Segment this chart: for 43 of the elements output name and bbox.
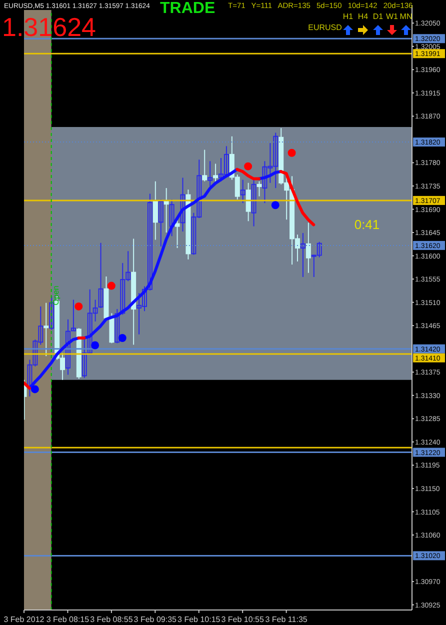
candlestick — [256, 180, 262, 197]
candlestick — [246, 182, 251, 222]
point — [74, 302, 83, 310]
point — [91, 341, 100, 350]
x-tick-label: 3 Feb 10:55 — [221, 615, 264, 624]
candlestick — [306, 222, 311, 274]
x-tick-label: 3 Feb 08:55 — [90, 615, 134, 624]
point — [30, 385, 39, 394]
candlestick — [208, 160, 213, 187]
point — [107, 282, 116, 290]
point — [271, 201, 280, 210]
annotation: H1 — [342, 12, 354, 22]
x-tick-label: 3 Feb 11:35 — [265, 615, 308, 624]
candlestick — [114, 308, 120, 344]
annotation: 0:41 — [354, 217, 380, 232]
ref-line-label: Open — [51, 286, 60, 306]
candlestick — [240, 179, 246, 204]
candlestick — [44, 302, 49, 357]
candlestick — [98, 242, 104, 309]
candlestick — [202, 149, 208, 182]
point — [118, 334, 126, 342]
annotation: H4 — [358, 12, 368, 22]
x-tick-label: 3 Feb 08:15 — [46, 615, 90, 624]
candlestick — [169, 198, 174, 237]
point — [244, 162, 252, 170]
x-tick-label: 3 Feb 09:35 — [134, 615, 178, 624]
x-tick-label: 3 Feb 10:15 — [178, 615, 221, 624]
candlestick — [251, 179, 256, 227]
candlestick — [164, 188, 169, 234]
annotation: 1.31624 — [2, 12, 96, 42]
candlestick — [213, 163, 218, 182]
annotation: W1 — [386, 12, 398, 22]
candlestick — [158, 198, 164, 247]
annotation: D1 — [372, 12, 384, 22]
x-tick-label: 3 Feb 2012 — [4, 615, 45, 624]
candlestick — [300, 232, 306, 278]
annotation: EURUSD — [308, 23, 342, 33]
candlestick — [152, 180, 158, 240]
candlestick — [147, 193, 152, 291]
point — [288, 148, 296, 157]
annotation: TRADE — [160, 0, 216, 18]
candlestick — [49, 296, 54, 330]
candlestick — [180, 177, 186, 232]
